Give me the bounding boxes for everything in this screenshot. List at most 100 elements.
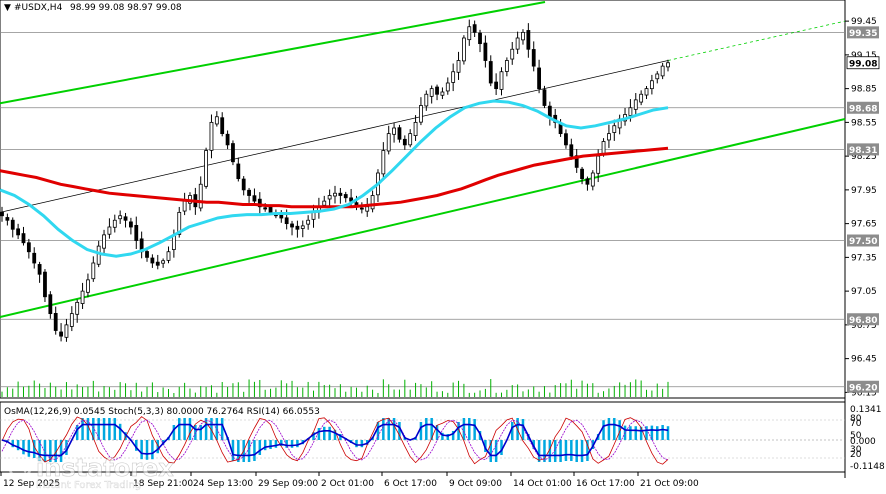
ema-red-line [0,146,669,209]
candle-body [478,32,482,45]
y-tick-label: 96.75 [851,321,877,331]
indicator-axis-label: 30 [850,445,862,455]
x-tick-label: 14 Oct 01:00 [513,479,572,489]
current-price-box [846,56,880,70]
candle-body [43,271,47,298]
candle-body [166,251,171,261]
indicator-axis-label: 70 [850,419,862,429]
watermark: instaforex Instant Forex Trading [7,453,175,491]
candle-body [182,200,187,212]
candle-body [155,261,160,266]
candle-body [402,138,407,146]
candle-body [123,216,128,221]
candle-body [607,133,611,141]
candle-body [655,73,660,80]
candle-body [639,93,644,103]
channel-mid-line [0,60,669,213]
candle-body [488,61,493,84]
indicator-axis-label: -0.1148 [850,462,885,472]
candle-body [236,163,241,180]
candle-body [220,117,225,135]
level-tag-label: 98.68 [849,104,877,114]
candle-body [419,105,423,123]
candle-body [558,123,563,135]
candle-body [198,183,203,209]
candle-body [386,133,391,152]
y-tick-label: 96.15 [851,388,877,398]
y-tick-label: 97.35 [851,253,877,263]
osma-line [1,423,669,457]
watermark-tagline: Instant Forex Trading [36,480,141,491]
candle-body [5,217,10,221]
candle-body [59,331,63,337]
watermark-logo-stroke [13,459,27,473]
indicator-axis-label: 0.000 [850,437,876,447]
candle-body [134,224,139,241]
candle-body [32,252,37,264]
candle-body [311,211,316,220]
candle-body [569,144,574,157]
level-tag-label: 96.80 [849,316,877,326]
candle-body [268,206,273,213]
candle-body [359,207,364,210]
y-tick-label: 99.45 [851,17,877,27]
candle-body [21,233,26,244]
candle-body [247,189,251,196]
x-tick-label: 29 Sep 09:00 [258,479,318,489]
candle-body [0,211,4,217]
candle-body [504,60,509,72]
candle-body [86,279,90,293]
time-axis: 12 Sep 2025 18 Sep 21:00 24 Sep 13:00 29 Se… [0,472,699,489]
price-axis: 99.45 99.15 98.85 98.55 98.25 97.95 97.65 97.35… [845,17,877,398]
y-tick-label: 97.05 [851,287,877,297]
candle-body [612,125,617,133]
ohlc-readout: 98.99 99.08 98.97 99.08 [70,3,182,13]
level-tag-box [847,234,879,247]
candle-body [64,324,69,338]
current-price-label: 99.08 [849,59,877,69]
candle-body [107,226,112,235]
candle-body [574,155,579,168]
x-tick-label: 9 Oct 09:00 [449,479,502,489]
candle-body [590,172,595,187]
candle-body [494,81,499,90]
price-candles [0,19,670,342]
candle-body [467,26,472,41]
x-tick-label: 2 Oct 01:00 [321,479,374,489]
candle-body [16,228,21,236]
candle-body [145,251,149,258]
candle-body [531,49,536,67]
candle-body [435,86,439,95]
level-tag-label: 98.31 [849,146,877,156]
level-tag-box [847,101,879,114]
candle-body [279,214,284,219]
candle-body [118,215,123,220]
candle-body [75,301,80,315]
candle-body [48,294,53,315]
indicator-plot-frame [0,401,846,473]
candle-body [300,225,305,229]
y-tick-label: 98.55 [851,118,877,128]
candle-body [225,133,230,146]
candle-body [10,219,15,230]
candle-body [177,211,182,235]
candle-body [365,206,370,212]
candle-body [129,221,133,228]
candle-body [284,217,289,225]
channel-lower-line [0,118,846,318]
watermark-brand: instaforex [36,454,174,482]
candle-body [231,143,235,163]
candle-body [649,80,654,90]
candle-body [633,99,638,110]
candle-body [252,195,257,202]
candle-body [462,37,466,62]
x-tick-label: 24 Sep 13:00 [193,479,253,489]
candle-body [472,24,477,33]
x-tick-label: 21 Oct 09:00 [640,479,699,489]
level-tag-box [847,143,879,156]
candle-body [564,133,568,146]
watermark-logo-icon [7,453,33,479]
candle-body [91,262,96,280]
x-tick-label: 18 Sep 21:00 [133,479,193,489]
